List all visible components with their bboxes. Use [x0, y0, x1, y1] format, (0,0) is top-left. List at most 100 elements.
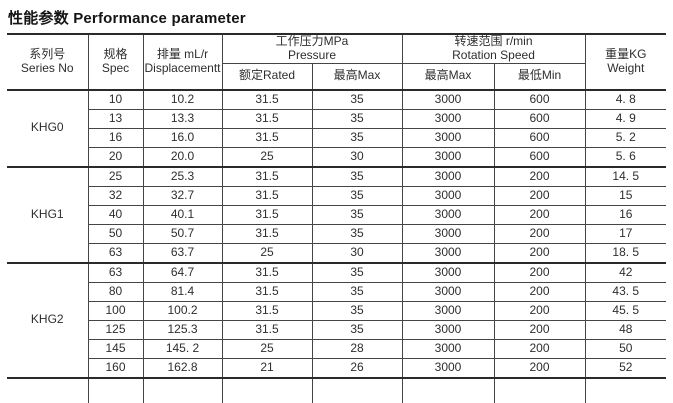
cell-displacement_ml_r: 81.4 [142, 281, 223, 302]
table-row: 50 50.7 31.5 35 3000 200 17 [7, 223, 667, 244]
cell-spec: 32 [88, 185, 144, 206]
header-rotation: 转速范围 r/min Rotation Speed [401, 33, 586, 64]
cell-displacement_ml_r: 162.8 [142, 357, 223, 379]
series-cell-khg1: KHG1 [7, 165, 89, 264]
cell-pressure_max_mpa: 30 [311, 146, 403, 168]
cell-rotation_max_rpm: 3000 [401, 242, 495, 264]
header-spec-en: Spec [101, 60, 130, 75]
table-body: KHG0 10 10.2 31.5 35 3000 600 4. 8 13 13.3 31.5 35 3… [7, 89, 667, 403]
cell-displacement_ml_r: 125.3 [142, 319, 223, 340]
table-row: 100 100.2 31.5 35 3000 200 45. 5 [7, 300, 667, 321]
cell-pressure_max_mpa: 35 [311, 204, 403, 225]
table-header: 系列号 Series No 规格 Spec 排量 mL/r Displaceme… [7, 33, 667, 91]
cell-spec: 10 [87, 89, 144, 110]
header-pressure-rated: 额定Rated [222, 62, 313, 91]
cell-rotation_min_rpm: 200 [493, 165, 586, 187]
cell-displacement_ml_r: 63.7 [142, 242, 223, 264]
cell-weight_kg: 4. 8 [584, 89, 667, 110]
cell-displacement_ml_r: 25.3 [142, 165, 223, 187]
cell-pressure_max_mpa: 35 [311, 108, 403, 129]
empty-cell [7, 376, 89, 403]
cell-pressure_max_mpa: 26 [311, 357, 403, 379]
header-rotation-max: 最高Max [401, 62, 495, 91]
table-row: KHG0 10 10.2 31.5 35 3000 600 4. 8 [7, 89, 667, 168]
header-spec-zh: 规格 [103, 47, 128, 61]
page-title: 性能参数 Performance parameter [8, 7, 673, 28]
cell-pressure_max_mpa: 30 [311, 242, 403, 264]
header-pressure-max: 最高Max [311, 62, 403, 91]
header-pressure-en: Pressure [287, 47, 337, 62]
header-weight-zh: 重量KG [605, 47, 647, 61]
cell-displacement_ml_r: 10.2 [142, 89, 223, 110]
cell-spec: 20 [88, 146, 144, 168]
cell-weight_kg: 5. 6 [584, 146, 667, 168]
table-row: 160 162.8 21 26 3000 200 52 [7, 357, 667, 379]
cell-pressure_rated_mpa: 31.5 [221, 185, 313, 206]
header-series-en: Series No [20, 60, 74, 75]
cell-pressure_max_mpa: 35 [311, 319, 403, 340]
empty-cell [311, 376, 403, 403]
cell-weight_kg: 5. 2 [584, 127, 667, 148]
cell-weight_kg: 43. 5 [584, 281, 667, 302]
cell-rotation_max_rpm: 3000 [401, 338, 495, 359]
page-title-en: Performance parameter [73, 10, 246, 27]
cell-pressure_rated_mpa: 31.5 [221, 281, 313, 302]
cell-rotation_min_rpm: 200 [493, 319, 586, 340]
cell-pressure_rated_mpa: 25 [221, 338, 313, 359]
table-row: 20 20.0 25 30 3000 600 5. 6 [7, 146, 667, 168]
header-row-sub: 额定Rated 最高Max 最高Max 最低Min [7, 62, 666, 91]
cell-pressure_rated_mpa: 25 [221, 242, 313, 264]
cell-spec: 25 [87, 165, 144, 187]
cell-rotation_min_rpm: 200 [493, 223, 586, 244]
table-row: 63 63.7 25 30 3000 200 18. 5 [7, 242, 667, 264]
cell-weight_kg: 17 [584, 223, 667, 244]
cell-weight_kg: 48 [584, 319, 667, 340]
cell-rotation_max_rpm: 3000 [401, 281, 495, 302]
empty-cell [401, 376, 495, 403]
empty-cell [221, 376, 313, 403]
cell-rotation_min_rpm: 600 [493, 89, 586, 110]
header-rotation-zh: 转速范围 r/min [454, 34, 533, 48]
cell-pressure_max_mpa: 35 [311, 300, 403, 321]
cell-spec: 50 [88, 223, 144, 244]
cell-rotation_max_rpm: 3000 [401, 108, 495, 129]
cell-pressure_rated_mpa: 31.5 [221, 108, 313, 129]
cell-pressure_rated_mpa: 31.5 [221, 300, 313, 321]
cell-rotation_min_rpm: 600 [493, 108, 586, 129]
cell-weight_kg: 4. 9 [584, 108, 667, 129]
header-weight: 重量KG Weight [584, 33, 667, 91]
table-row: KHG2 63 64.7 31.5 35 3000 200 42 [7, 261, 667, 379]
table-row: 16 16.0 31.5 35 3000 600 5. 2 [7, 127, 667, 148]
cell-rotation_min_rpm: 600 [493, 127, 586, 148]
performance-parameter-table: 系列号 Series No 规格 Spec 排量 mL/r Displaceme… [7, 33, 667, 403]
cell-pressure_rated_mpa: 31.5 [221, 127, 313, 148]
empty-cell [87, 376, 144, 403]
cell-weight_kg: 42 [584, 261, 667, 283]
cell-spec: 100 [88, 300, 144, 321]
cell-pressure_rated_mpa: 31.5 [221, 261, 313, 283]
table-row: 40 40.1 31.5 35 3000 200 16 [7, 204, 667, 225]
cell-displacement_ml_r: 50.7 [142, 223, 223, 244]
cell-displacement_ml_r: 32.7 [142, 185, 223, 206]
cell-rotation_min_rpm: 200 [493, 357, 586, 379]
header-displacement-zh: 排量 mL/r [156, 47, 209, 61]
cell-pressure_rated_mpa: 31.5 [221, 223, 313, 244]
cell-pressure_rated_mpa: 31.5 [221, 89, 313, 110]
cell-pressure_max_mpa: 35 [311, 185, 403, 206]
cell-rotation_max_rpm: 3000 [401, 319, 495, 340]
cell-weight_kg: 15 [584, 185, 667, 206]
cell-rotation_max_rpm: 3000 [401, 357, 495, 379]
cell-rotation_max_rpm: 3000 [401, 127, 495, 148]
cell-displacement_ml_r: 64.7 [142, 261, 223, 283]
header-series: 系列号 Series No [7, 33, 89, 91]
cell-rotation_min_rpm: 200 [493, 204, 586, 225]
cell-rotation_max_rpm: 3000 [401, 146, 495, 168]
cell-rotation_min_rpm: 200 [493, 338, 586, 359]
cell-rotation_min_rpm: 200 [493, 300, 586, 321]
cell-rotation_max_rpm: 3000 [401, 223, 495, 244]
empty-cell [142, 376, 223, 403]
cell-weight_kg: 52 [584, 357, 667, 379]
cell-rotation_min_rpm: 200 [493, 185, 586, 206]
cell-weight_kg: 14. 5 [584, 165, 667, 187]
cell-rotation_max_rpm: 3000 [401, 204, 495, 225]
